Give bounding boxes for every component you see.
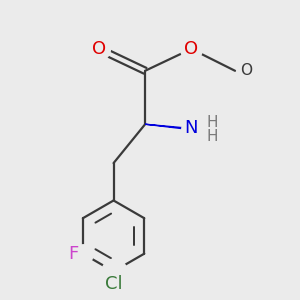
Text: O: O	[240, 63, 252, 78]
Text: O: O	[92, 40, 106, 58]
Text: N: N	[184, 119, 198, 137]
Text: O: O	[184, 40, 198, 58]
Polygon shape	[145, 124, 192, 130]
Text: F: F	[69, 245, 79, 263]
Text: H: H	[207, 115, 218, 130]
Text: H: H	[207, 129, 218, 144]
Text: Cl: Cl	[105, 275, 122, 293]
